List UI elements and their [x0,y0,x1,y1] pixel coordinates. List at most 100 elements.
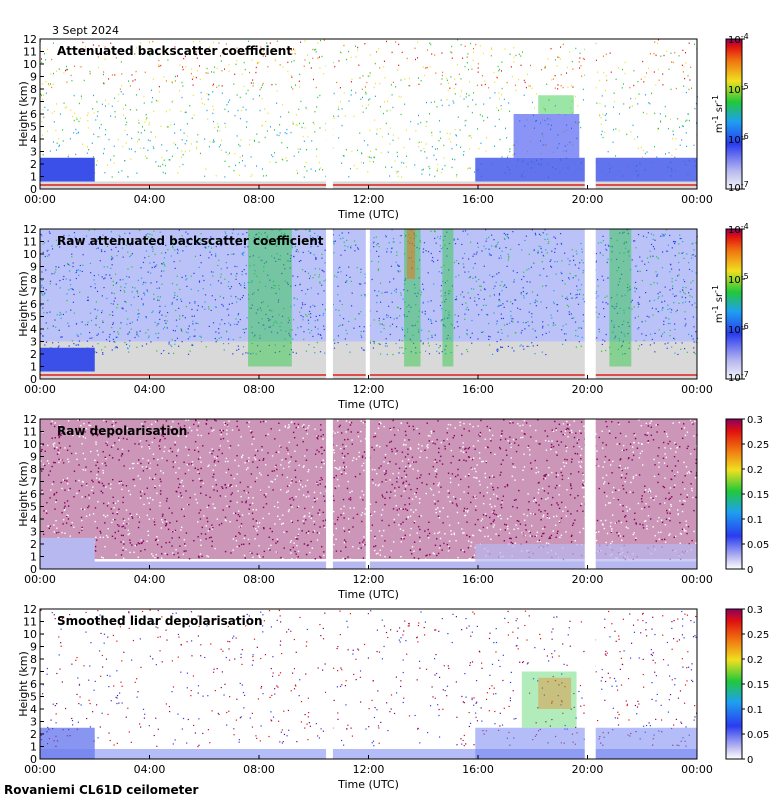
panel-1: Attenuated backscatter coefficient012345… [17,32,749,221]
colorbar-tick-label: 0.3 [747,605,763,616]
x-tick-label: 16:00 [462,193,494,206]
colorbar-gradient [725,38,743,190]
x-tick-label: 20:00 [572,193,604,206]
x-tick-label: 00:00 [24,383,56,396]
colorbar-tick-label: 10-5 [728,82,749,96]
colorbar-tick-label: 10-7 [728,180,749,194]
colorbar-tick-label: 0 [747,565,753,576]
y-tick-label: 9 [30,261,37,274]
x-axis-label: Time (UTC) [337,398,399,411]
x-tick-label: 08:00 [243,763,275,776]
y-tick-label: 3 [30,146,37,159]
y-tick-label: 8 [30,83,37,96]
x-tick-label: 08:00 [243,193,275,206]
y-tick-label: 0 [30,373,37,386]
y-tick-label: 11 [23,46,37,59]
panel-4: Smoothed lidar depolarisation01234567891… [17,603,769,791]
colorbar-tick-label: 10-4 [728,32,749,46]
y-tick-label: 5 [30,501,37,514]
colorbar: 0.3 0.25 0.2 0.15 0.1 0.05 0 [725,415,769,576]
y-axis-label: Height (km) [17,271,30,337]
y-tick-label: 7 [30,286,37,299]
no-data-stripe [584,419,596,569]
y-tick-label: 7 [30,476,37,489]
panel-title: Raw attenuated backscatter coefficient [57,234,324,248]
x-tick-label: 16:00 [462,763,494,776]
y-tick-label: 9 [30,451,37,464]
y-tick-label: 7 [30,96,37,109]
x-axis-label: Time (UTC) [337,208,399,221]
x-tick-label: 04:00 [134,573,166,586]
x-tick-label: 08:00 [243,573,275,586]
x-tick-label: 04:00 [134,193,166,206]
y-tick-label: 0 [30,753,37,766]
colorbar-tick-label: 0.2 [747,655,763,666]
y-axis-label: Height (km) [17,81,30,147]
y-axis-label: Height (km) [17,461,30,527]
y-tick-label: 12 [23,413,37,426]
y-tick-label: 10 [23,438,37,451]
x-tick-label: 16:00 [462,573,494,586]
y-tick-label: 10 [23,58,37,71]
y-tick-label: 7 [30,666,37,679]
colorbar: 0.3 0.25 0.2 0.15 0.1 0.05 0 [725,605,769,766]
y-tick-label: 3 [30,336,37,349]
y-tick-label: 1 [30,551,37,564]
x-axis-label: Time (UTC) [337,778,399,791]
no-data-stripe [326,229,333,379]
y-tick-label: 3 [30,716,37,729]
no-data-stripe [584,229,596,379]
x-tick-label: 00:00 [24,573,56,586]
y-tick-label: 4 [30,323,37,336]
y-tick-label: 3 [30,526,37,539]
no-data-stripe [365,229,370,379]
x-axis-label: Time (UTC) [337,588,399,601]
colorbar-gradient [725,228,743,380]
x-tick-label: 00:00 [24,763,56,776]
y-tick-label: 9 [30,641,37,654]
colorbar-tick-label: 0.15 [747,680,769,691]
colorbar-tick-label: 0.05 [747,730,769,741]
x-tick-label: 00:00 [681,573,713,586]
y-tick-label: 2 [30,158,37,171]
y-tick-label: 2 [30,348,37,361]
colorbar-tick-label: 0.2 [747,465,763,476]
x-tick-label: 20:00 [572,763,604,776]
y-tick-label: 12 [23,223,37,236]
colorbar: 10-4 10-5 10-6 10-7 m-1 sr-1 [711,32,749,194]
x-tick-label: 20:00 [572,383,604,396]
y-tick-label: 10 [23,628,37,641]
y-tick-label: 2 [30,728,37,741]
colorbar-units-label: m-1 sr-1 [711,285,725,323]
colorbar-tick-label: 0.25 [747,440,769,451]
colorbar-tick-label: 10-4 [728,222,749,236]
colorbar-gradient [725,608,743,760]
y-tick-label: 11 [23,616,37,629]
colorbar-tick-label: 10-6 [728,322,749,336]
y-tick-label: 2 [30,538,37,551]
colorbar-tick-label: 0 [747,755,753,766]
y-tick-label: 9 [30,71,37,84]
x-tick-label: 00:00 [681,763,713,776]
x-tick-label: 04:00 [134,383,166,396]
no-data-stripe [584,39,596,189]
x-tick-label: 16:00 [462,383,494,396]
panel-2: Raw attenuated backscatter coefficient 0 1… [17,222,749,411]
y-tick-label: 5 [30,311,37,324]
colorbar-units-label: m-1 sr-1 [711,95,725,133]
x-tick-label: 00:00 [681,383,713,396]
x-tick-label: 08:00 [243,383,275,396]
y-tick-label: 1 [30,171,37,184]
x-tick-label: 20:00 [572,573,604,586]
colorbar-tick-label: 0.1 [747,515,763,526]
y-tick-label: 5 [30,121,37,134]
colorbar-tick-label: 0.3 [747,415,763,426]
y-tick-label: 6 [30,298,37,311]
no-data-stripe [365,419,370,569]
no-data-stripe [326,419,333,569]
y-tick-label: 0 [30,183,37,196]
y-tick-label: 12 [23,603,37,616]
colorbar-tick-label: 0.25 [747,630,769,641]
